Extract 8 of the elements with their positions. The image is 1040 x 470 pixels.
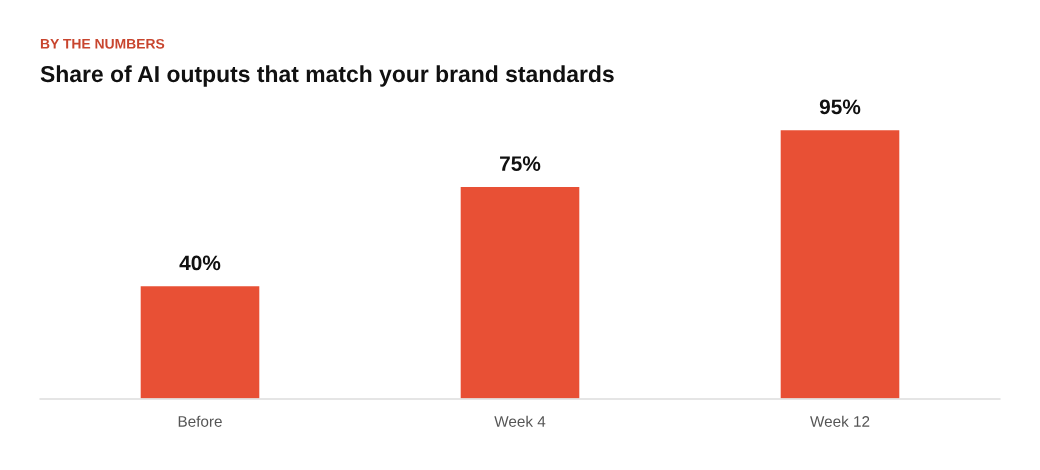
chart-subtitle: BY THE NUMBERS <box>40 38 165 49</box>
data-label: 40% <box>179 255 221 271</box>
x-tick-label: Before <box>178 415 222 427</box>
chart-title: Share of AI outputs that match your brand standards <box>40 65 614 87</box>
x-tick-label: Week 12 <box>810 415 870 427</box>
x-tick-label: Week 4 <box>494 415 546 427</box>
data-label: 95% <box>819 99 861 115</box>
data-label: 75% <box>500 156 541 171</box>
